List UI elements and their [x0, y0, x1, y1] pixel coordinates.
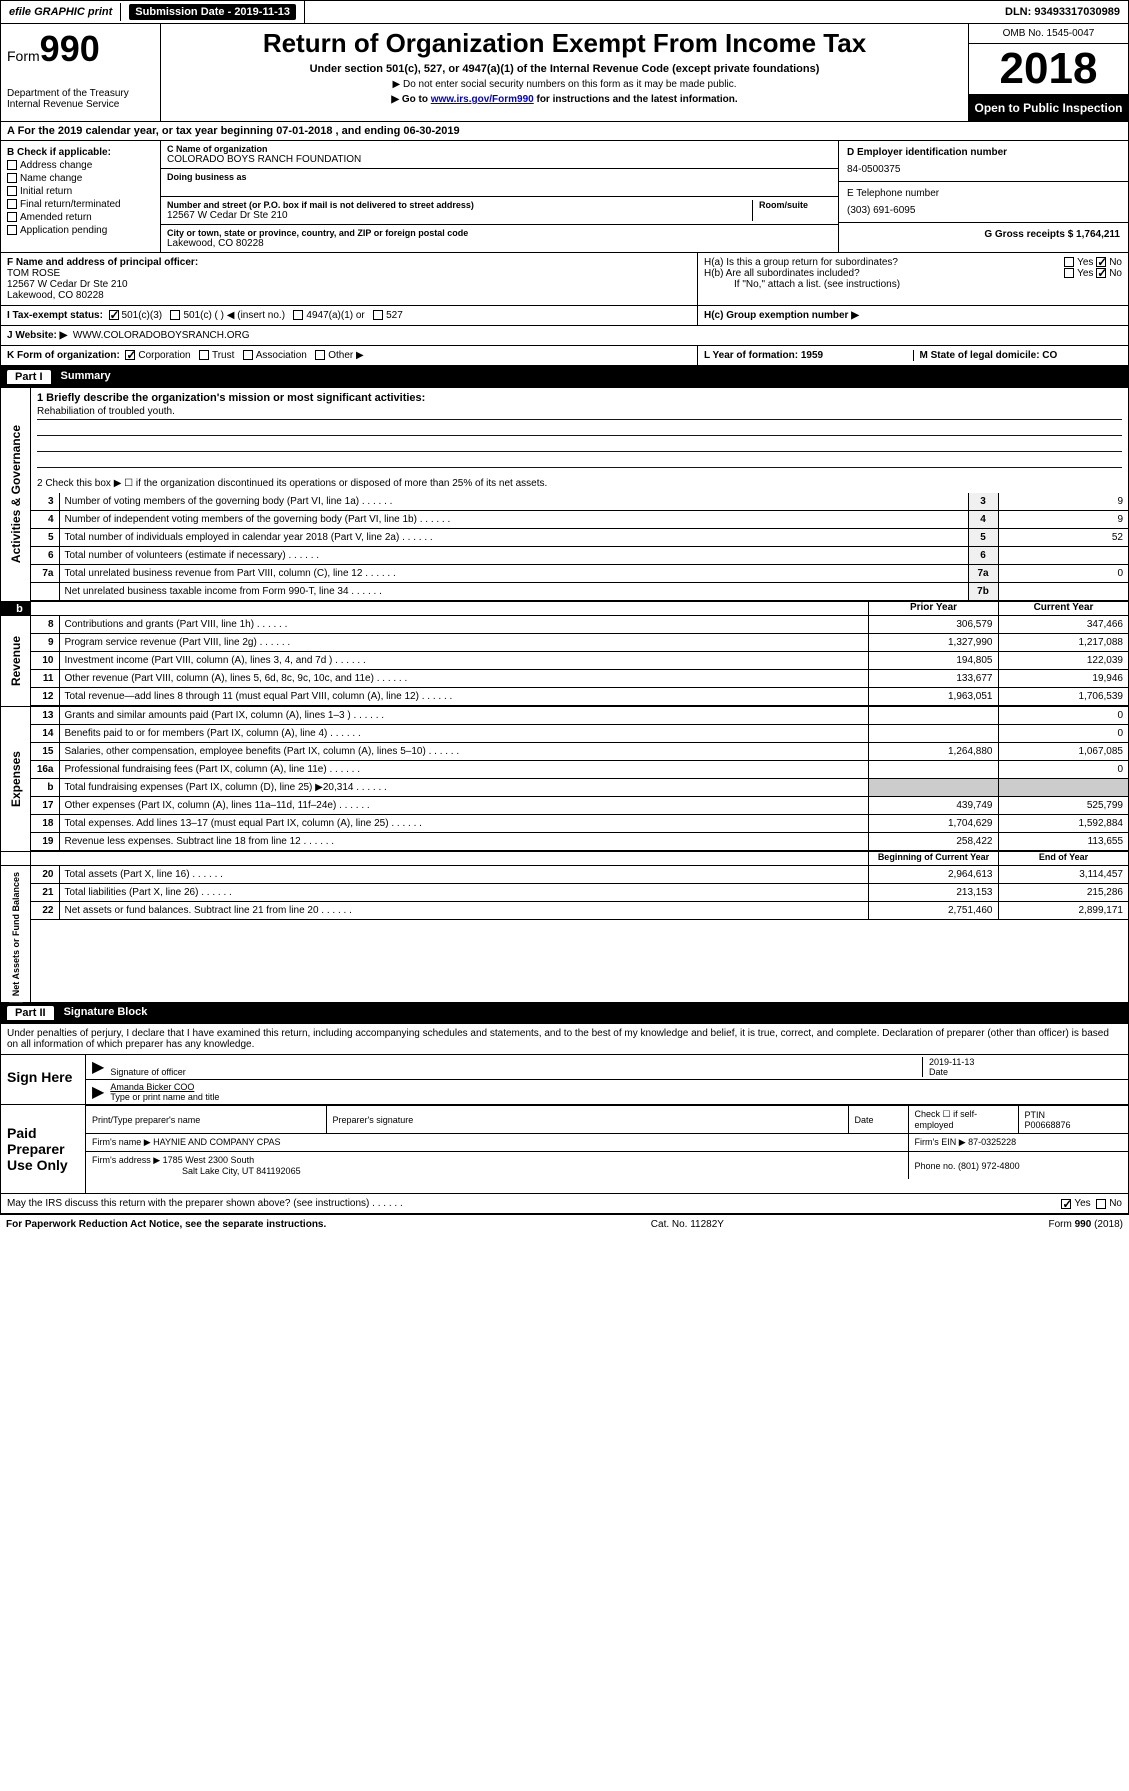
section-fh: F Name and address of principal officer:…	[0, 253, 1129, 306]
row-b-spacer: b Prior Year Current Year	[0, 602, 1129, 616]
ein: 84-0500375	[847, 164, 1120, 175]
form-header: Form990 Department of the Treasury Inter…	[0, 24, 1129, 122]
section-b: B Check if applicable: Address change Na…	[1, 141, 161, 252]
sidebar-revenue: Revenue	[7, 630, 25, 692]
part1-expenses: Expenses 13Grants and similar amounts pa…	[0, 707, 1129, 852]
part2-header: Part II Signature Block	[0, 1003, 1129, 1024]
row-a-tax-year: A For the 2019 calendar year, or tax yea…	[0, 122, 1129, 141]
telephone: (303) 691-6095	[847, 205, 1120, 216]
form-subtitle: Under section 501(c), 527, or 4947(a)(1)…	[169, 63, 960, 75]
submission-date: Submission Date - 2019-11-13	[121, 1, 305, 23]
irs-label: Internal Revenue Service	[7, 99, 154, 110]
website: WWW.COLORADOBOYSRANCH.ORG	[73, 330, 250, 341]
paid-preparer-label: Paid Preparer Use Only	[1, 1105, 86, 1193]
org-name: COLORADO BOYS RANCH FOUNDATION	[167, 154, 832, 165]
section-bcdefg: B Check if applicable: Address change Na…	[0, 141, 1129, 253]
tax-year: 2018	[969, 44, 1128, 94]
officer-signature-name: Amanda Bicker COO	[110, 1082, 219, 1092]
section-defg: D Employer identification number 84-0500…	[838, 141, 1128, 252]
form-title: Return of Organization Exempt From Incom…	[169, 28, 960, 59]
org-city: Lakewood, CO 80228	[167, 238, 832, 249]
firm-name: HAYNIE AND COMPANY CPAS	[153, 1137, 280, 1147]
efile-label: efile GRAPHIC print	[1, 3, 121, 21]
omb-number: OMB No. 1545-0047	[969, 24, 1128, 44]
section-klm: K Form of organization: Corporation Trus…	[0, 346, 1129, 367]
gross-receipts: G Gross receipts $ 1,764,211	[984, 229, 1120, 240]
open-inspection: Open to Public Inspection	[969, 94, 1128, 121]
sidebar-expenses: Expenses	[7, 745, 25, 813]
part1-netassets: Net Assets or Fund Balances 20Total asse…	[0, 866, 1129, 1003]
part1-revenue: Revenue 8Contributions and grants (Part …	[0, 616, 1129, 707]
org-address: 12567 W Cedar Dr Ste 210	[167, 210, 752, 221]
discuss-preparer: May the IRS discuss this return with the…	[0, 1194, 1129, 1214]
paid-preparer-block: Paid Preparer Use Only Print/Type prepar…	[0, 1105, 1129, 1194]
dept-treasury: Department of the Treasury	[7, 88, 154, 99]
section-c: C Name of organization COLORADO BOYS RAN…	[161, 141, 838, 252]
sidebar-activities: Activities & Governance	[7, 419, 25, 569]
netassets-header: Beginning of Current Year End of Year	[0, 852, 1129, 866]
sidebar-netassets: Net Assets or Fund Balances	[9, 866, 23, 1002]
dln: DLN: 93493317030989	[997, 3, 1128, 21]
form-number: Form990	[7, 28, 154, 70]
form990-link[interactable]: www.irs.gov/Form990	[431, 94, 534, 105]
part1-header: Part I Summary	[0, 367, 1129, 388]
topbar: efile GRAPHIC print Submission Date - 20…	[0, 0, 1129, 24]
sign-here-label: Sign Here	[1, 1055, 86, 1104]
section-i: I Tax-exempt status: 501(c)(3) 501(c) ( …	[0, 306, 1129, 326]
part1-activities-governance: Activities & Governance 1 Briefly descri…	[0, 388, 1129, 602]
section-j: J Website: ▶ WWW.COLORADOBOYSRANCH.ORG	[0, 326, 1129, 346]
page-footer: For Paperwork Reduction Act Notice, see …	[0, 1214, 1129, 1234]
sign-here-block: Sign Here ▶ Signature of officer 2019-11…	[0, 1055, 1129, 1105]
officer-name: TOM ROSE	[7, 268, 691, 279]
mission-text: Rehabiliation of troubled youth.	[37, 406, 1122, 420]
perjury-statement: Under penalties of perjury, I declare th…	[0, 1024, 1129, 1055]
note-ssn: ▶ Do not enter social security numbers o…	[169, 79, 960, 90]
note-goto: ▶ Go to www.irs.gov/Form990 for instruct…	[169, 94, 960, 105]
